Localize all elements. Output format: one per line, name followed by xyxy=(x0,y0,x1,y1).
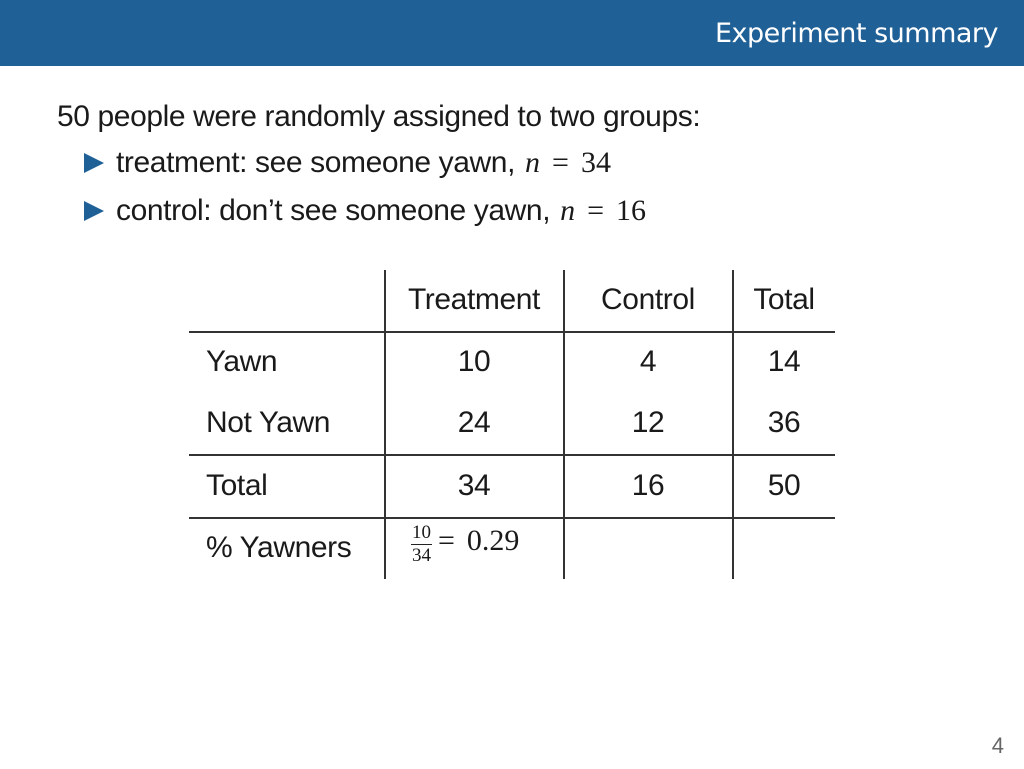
fraction-denominator: 34 xyxy=(412,545,431,566)
table-cell: 16 xyxy=(631,469,665,502)
yawners-fraction: 10 34 = 0.29 xyxy=(411,522,519,567)
table-rule xyxy=(563,270,565,579)
fraction-equals: = xyxy=(438,523,455,557)
fraction-numerator: 10 xyxy=(411,522,432,545)
column-header-total: Total xyxy=(753,283,815,316)
table-rule xyxy=(189,517,835,519)
bullet-treatment: treatment: see someone yawn, n = 34 xyxy=(84,146,611,180)
page-number: 4 xyxy=(991,733,1004,758)
row-label-percent-yawners: % Yawners xyxy=(206,531,352,564)
table-rule xyxy=(189,454,835,456)
row-label-total: Total xyxy=(206,469,268,502)
header-bar: Experiment summary xyxy=(0,0,1024,66)
table-cell: 10 xyxy=(457,345,491,378)
row-label-not-yawn: Not Yawn xyxy=(206,406,331,439)
math-variable: n xyxy=(560,194,576,227)
intro-text: 50 people were randomly assigned to two … xyxy=(57,100,701,133)
table-rule xyxy=(732,270,734,579)
table-rule xyxy=(384,270,386,579)
contingency-table: Treatment Control Total Yawn 10 4 14 Not… xyxy=(189,270,835,579)
bullet-math: n = 16 xyxy=(560,194,646,228)
math-equals: = xyxy=(587,194,605,227)
fraction-value: 0.29 xyxy=(466,523,520,557)
table-rule xyxy=(189,331,835,333)
bullet-text: treatment: see someone yawn, xyxy=(116,146,516,179)
table-cell: 14 xyxy=(767,345,801,378)
bullet-math: n = 34 xyxy=(525,146,611,180)
math-value: 34 xyxy=(580,146,611,179)
column-header-treatment: Treatment xyxy=(407,283,541,316)
column-header-control: Control xyxy=(601,283,695,316)
row-label-yawn: Yawn xyxy=(206,345,278,378)
table-cell: 4 xyxy=(639,345,657,378)
bullet-triangle-icon xyxy=(84,201,104,221)
fraction-result: = 0.29 xyxy=(438,524,519,558)
math-equals: = xyxy=(552,146,569,179)
table-cell: 24 xyxy=(457,406,491,439)
bullet-text: control: don’t see someone yawn, xyxy=(116,194,551,227)
table-cell: 36 xyxy=(767,406,801,439)
math-value: 16 xyxy=(616,194,647,227)
table-cell: 34 xyxy=(457,469,491,502)
math-variable: n xyxy=(525,146,541,179)
table-cell: 50 xyxy=(767,469,801,502)
slide-title: Experiment summary xyxy=(715,18,999,49)
table-cell: 12 xyxy=(631,406,665,439)
bullet-triangle-icon xyxy=(84,153,104,173)
bullet-control: control: don’t see someone yawn, n = 16 xyxy=(84,194,646,228)
fraction-stack: 10 34 xyxy=(411,522,432,567)
